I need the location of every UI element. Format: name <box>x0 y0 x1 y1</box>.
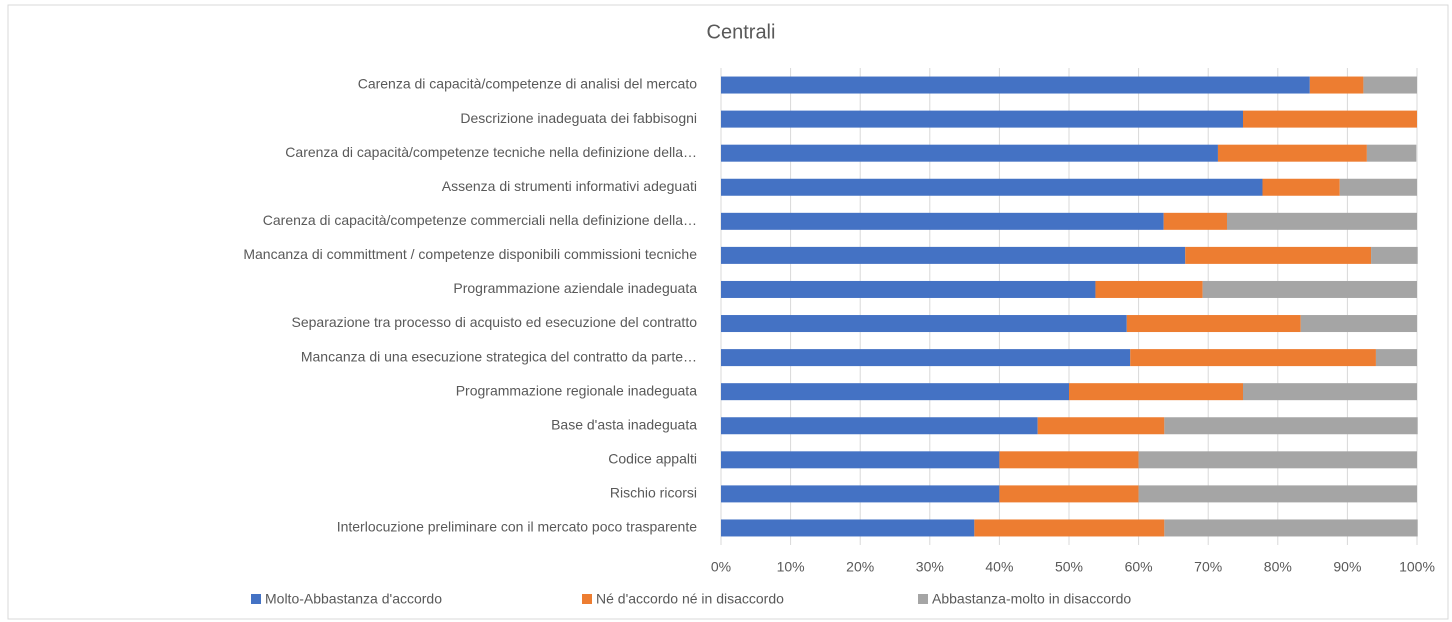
bar-segment <box>721 246 1186 264</box>
bar-segment <box>1243 383 1417 401</box>
bar-segment <box>1164 519 1418 537</box>
bar-segment <box>1262 178 1340 196</box>
bar-segment <box>1138 451 1417 469</box>
x-tick-label: 20% <box>846 559 874 575</box>
bar-segment <box>1371 246 1418 264</box>
y-tick-label: Base d'asta inadeguata <box>551 416 697 432</box>
y-tick-label: Mancanza di committment / competenze dis… <box>243 246 697 262</box>
bar-segment <box>721 417 1038 435</box>
x-tick-label: 70% <box>1194 559 1222 575</box>
bar-segment <box>1202 280 1417 298</box>
legend-label: Abbastanza-molto in disaccordo <box>932 591 1131 607</box>
bar-segment <box>721 485 1000 503</box>
y-tick-label: Interlocuzione preliminare con il mercat… <box>337 519 698 535</box>
y-tick-label: Mancanza di una esecuzione strategica de… <box>301 348 697 364</box>
y-tick-label: Programmazione regionale inadeguata <box>456 382 697 398</box>
bar-segment <box>1300 315 1417 333</box>
bar-segment <box>721 178 1263 196</box>
bar-segment <box>1339 178 1417 196</box>
bar-segment <box>1069 383 1243 401</box>
bar-segment <box>1217 144 1367 162</box>
bar-segment <box>999 485 1139 503</box>
bar-segment <box>974 519 1165 537</box>
bar-segment <box>721 110 1243 128</box>
bar-segment <box>1226 212 1417 230</box>
bar-segment <box>1163 212 1227 230</box>
x-tick-label: 100% <box>1399 559 1435 575</box>
bar-segment <box>721 280 1096 298</box>
bar-segment <box>721 519 975 537</box>
x-tick-label: 80% <box>1264 559 1292 575</box>
x-tick-label: 90% <box>1333 559 1361 575</box>
bar-segment <box>999 451 1139 469</box>
legend-label: Molto-Abbastanza d'accordo <box>265 591 442 607</box>
bar-segment <box>1126 315 1301 333</box>
bar-segment <box>721 315 1127 333</box>
bar-segment <box>721 383 1069 401</box>
bar-segment <box>1363 76 1417 94</box>
bar-segment <box>1375 349 1417 367</box>
legend-swatch <box>582 594 592 604</box>
legend-swatch <box>918 594 928 604</box>
y-tick-label: Rischio ricorsi <box>610 485 697 501</box>
legend-label: Né d'accordo né in disaccordo <box>596 591 784 607</box>
bar-segment <box>1309 76 1364 94</box>
chart-title: Centrali <box>707 21 776 43</box>
y-tick-label: Codice appalti <box>608 451 697 467</box>
y-tick-label: Carenza di capacità/competenze di analis… <box>358 76 698 92</box>
y-tick-label: Descrizione inadeguata dei fabbisogni <box>460 110 697 126</box>
x-tick-label: 60% <box>1125 559 1153 575</box>
bar-segment <box>721 451 1000 469</box>
bar-segment <box>1366 144 1417 162</box>
x-tick-label: 30% <box>916 559 944 575</box>
bar-segment <box>1164 417 1418 435</box>
bar-segment <box>1130 349 1376 367</box>
bar-segment <box>1243 110 1417 128</box>
y-tick-label: Separazione tra processo di acquisto ed … <box>292 314 698 330</box>
bar-segment <box>1095 280 1203 298</box>
y-tick-label: Assenza di strumenti informativi adeguat… <box>442 178 697 194</box>
x-tick-label: 50% <box>1055 559 1083 575</box>
bar-segment <box>721 76 1310 94</box>
x-tick-label: 0% <box>711 559 731 575</box>
bar-segment <box>721 212 1164 230</box>
x-tick-label: 10% <box>777 559 805 575</box>
bar-segment <box>1138 485 1417 503</box>
bar-segment <box>721 144 1218 162</box>
x-tick-label: 40% <box>985 559 1013 575</box>
bar-segment <box>721 349 1131 367</box>
y-tick-label: Programmazione aziendale inadeguata <box>453 280 697 296</box>
bar-segment <box>1037 417 1165 435</box>
y-tick-label: Carenza di capacità/competenze tecniche … <box>285 144 697 160</box>
bar-segment <box>1185 246 1372 264</box>
legend-swatch <box>251 594 261 604</box>
y-tick-label: Carenza di capacità/competenze commercia… <box>263 212 697 228</box>
